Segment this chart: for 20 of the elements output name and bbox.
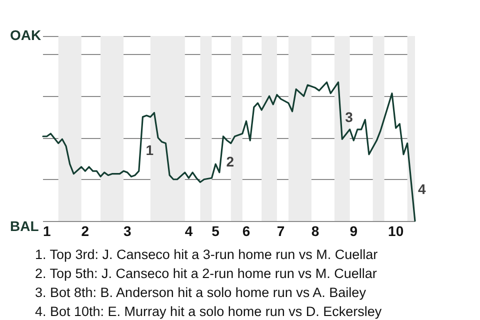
text: OAK [10, 27, 42, 43]
text: 1. Top 3rd: J. Canseco hit a 3-run home run vs M. Cuellar [35, 246, 379, 264]
text: 2. Top 5th: J. Canseco hit a 2-run home run vs M. Cuellar [35, 265, 378, 283]
x-tick-label: 9 [350, 223, 358, 239]
annotation: 1 [146, 142, 154, 158]
x-tick-label: 2 [81, 223, 90, 239]
text: BAL [10, 218, 40, 234]
text: 4 [418, 181, 426, 198]
x-tick-label: 8 [311, 223, 320, 239]
annotation: 2 [226, 153, 234, 170]
x-tick-label: 4 [184, 223, 193, 239]
x-tick-label: 7 [276, 223, 285, 239]
x-tick-label: 6 [242, 223, 250, 239]
x-tick-label: 5 [212, 223, 220, 239]
text: 4. Bot 10th: E. Murray hit a solo home run vs D. Eckersley [35, 303, 382, 320]
annotation: 3 [345, 108, 354, 125]
x-tick-label: 1 [42, 223, 51, 239]
text: 3. Bot 8th: B. Anderson hit a solo home run vs A. Bailey [35, 284, 367, 302]
x-tick-label: 10 [388, 223, 404, 239]
x-tick-label: 3 [123, 223, 132, 239]
